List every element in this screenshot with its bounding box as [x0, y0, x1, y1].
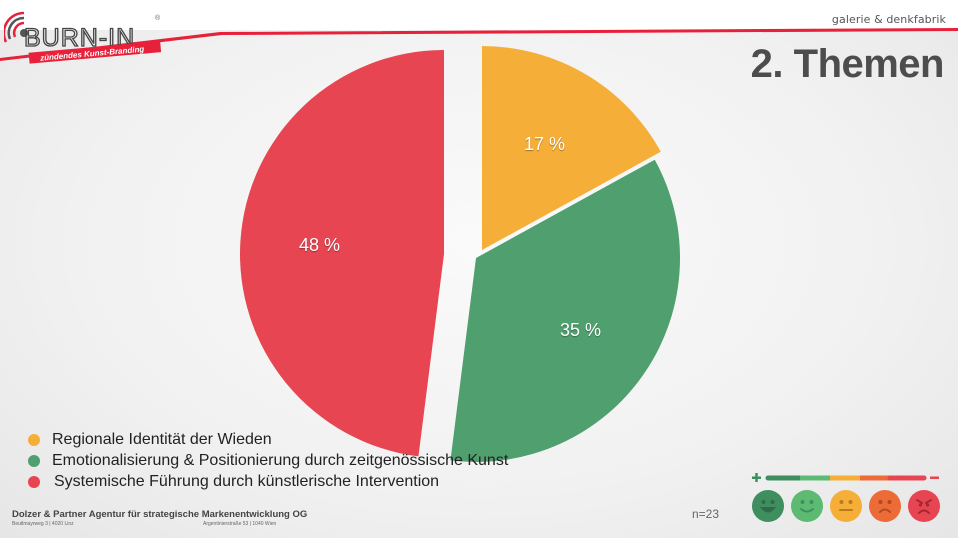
sample-size: n=23: [692, 507, 720, 521]
svg-text:®: ®: [155, 14, 161, 22]
brand-logo[interactable]: BURN-IN ® zündendes Kunst-Branding: [2, 6, 174, 64]
minus-icon: [930, 476, 939, 479]
tagline-ribbon: [28, 41, 162, 64]
slice-label-regional: 17 %: [524, 134, 566, 154]
legend-item-regional: Regionale Identität der Wieden: [28, 429, 508, 450]
header-red-line: [0, 28, 958, 61]
footer-address-wien: Argentinierstraße 53 | 1040 Wien: [203, 521, 277, 527]
pie-slice-systemic: [240, 50, 444, 457]
angry-face-icon: [908, 490, 940, 522]
page-title: 2. Themen: [750, 42, 945, 86]
top-right-tagline: galerie & denkfabrik: [831, 13, 946, 26]
chart-legend: Regionale Identität der Wieden Emotional…: [28, 429, 508, 492]
footer-address-linz: Beutlmayrweg 3 | 4020 Linz: [12, 521, 74, 527]
pie-slice-emotional: [450, 159, 681, 463]
footer-company: Dolzer & Partner Agentur für strategisch…: [12, 509, 308, 520]
header-band: [0, 0, 958, 30]
sad-face-icon: [869, 490, 901, 522]
rating-smileys: [752, 490, 940, 522]
legend-dot-orange-icon: [28, 433, 40, 446]
rating-scale-bar: [752, 473, 939, 482]
signal-waves-icon: [2, 11, 28, 43]
slice-label-emotional: 35 %: [560, 320, 602, 340]
legend-item-systemic: Systemische Führung durch künstlerische …: [28, 471, 508, 492]
happy-face-icon: [791, 490, 823, 522]
legend-item-emotional: Emotionalisierung & Positionierung durch…: [28, 450, 508, 471]
pie-slice-regional: [482, 46, 661, 250]
legend-dot-green-icon: [28, 454, 40, 467]
neutral-face-icon: [830, 490, 862, 522]
plus-icon: [752, 473, 761, 482]
slice-label-systemic: 48 %: [299, 235, 341, 255]
legend-dot-red-icon: [28, 475, 40, 488]
very-happy-face-icon: [752, 490, 784, 522]
